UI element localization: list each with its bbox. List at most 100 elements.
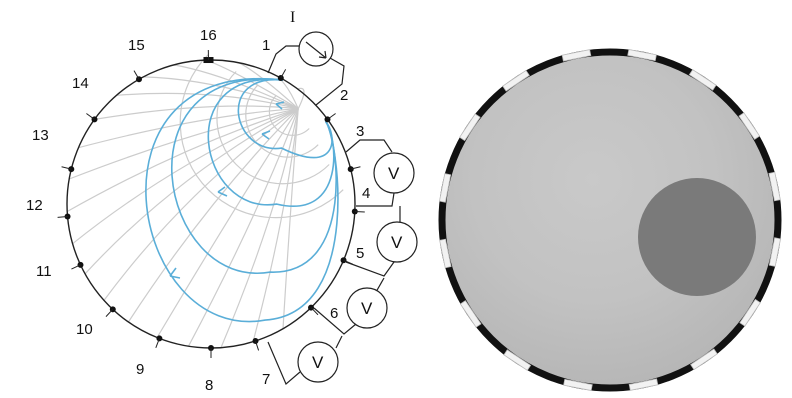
electrode-pad	[459, 300, 482, 328]
electrode-lead	[86, 113, 95, 120]
voltmeter-wire	[345, 139, 393, 153]
electrode-4: 4	[351, 185, 370, 215]
electrode-12: 12	[26, 197, 71, 220]
electrode-pad	[690, 348, 718, 371]
voltmeter-label: V	[312, 353, 324, 372]
electrode-pad	[688, 69, 717, 91]
source-wire	[315, 57, 345, 106]
electrode-pad	[439, 173, 452, 203]
electrode-lead	[61, 166, 72, 170]
electrode-label: 12	[26, 197, 43, 214]
electrode-lead	[71, 264, 81, 270]
current-source-symbol	[298, 31, 334, 67]
voltmeter-label: V	[388, 164, 400, 183]
current-line	[207, 78, 335, 207]
electrode-label: 1	[262, 37, 270, 54]
electrode-5: 5	[340, 245, 364, 265]
current-arrow	[261, 130, 271, 140]
equipotential-arc	[216, 71, 330, 185]
source-wire	[267, 45, 300, 74]
electrode-10: 10	[76, 306, 116, 338]
electrode-lead	[354, 211, 365, 213]
electrode-lead	[155, 338, 160, 348]
current-line	[145, 77, 339, 323]
electrode-lead	[255, 340, 260, 351]
electrode-pad	[563, 378, 593, 391]
equipotential-line	[78, 108, 299, 149]
equipotential-line	[143, 76, 299, 110]
equipotential-arc	[179, 54, 344, 219]
electrode-label: 6	[330, 305, 338, 322]
voltmeter-wire	[267, 341, 301, 385]
electrode-2: 2	[324, 87, 348, 123]
electrode-label: 14	[72, 75, 89, 92]
current-arrow	[217, 186, 228, 197]
electrode-7: 7	[252, 337, 270, 388]
current-arrow	[275, 101, 285, 110]
electrode-label: 13	[32, 127, 49, 144]
voltmeter-wire	[313, 307, 357, 335]
electrode-label: 3	[356, 123, 364, 140]
equipotential-line	[68, 108, 299, 180]
electrode-pad	[768, 237, 781, 267]
electrode-6: 6	[308, 304, 338, 322]
electrode-label: 2	[340, 87, 348, 104]
electrode-9: 9	[136, 335, 163, 378]
electrode-pad	[459, 113, 481, 142]
equipotential-line	[187, 108, 299, 347]
voltmeter-label: V	[361, 299, 373, 318]
electrode-8: 8	[205, 345, 214, 394]
electrode-16: 16	[200, 27, 217, 64]
electrode-1: 1	[262, 37, 287, 82]
electrode-label: 11	[36, 263, 52, 280]
current-arrow-icon	[305, 41, 327, 59]
equipotential-line	[173, 64, 299, 110]
voltmeter-wire	[356, 192, 395, 207]
voltmeter-wire	[375, 277, 385, 293]
electrode-lead	[57, 216, 68, 218]
equipotential-line	[94, 105, 299, 120]
equipotential-line	[282, 108, 299, 329]
electrode-lead	[350, 166, 361, 170]
electrode-pad	[502, 69, 530, 92]
electrode-lead	[310, 307, 319, 316]
electrode-pad	[439, 238, 452, 269]
electrode-13: 13	[32, 127, 75, 173]
equipotential-line	[103, 108, 299, 301]
current-flow-lines	[145, 77, 339, 323]
electrode-15: 15	[128, 37, 145, 83]
current-source-label: I	[290, 9, 295, 26]
electrode-label: 9	[136, 361, 144, 378]
electrode-pad	[628, 378, 659, 391]
equipotential-line	[127, 108, 299, 323]
voltmeter-4	[297, 341, 339, 383]
electrode-pad	[739, 298, 761, 327]
electrode-pads	[439, 49, 781, 391]
electrode-pad	[503, 349, 532, 371]
equipotential-line	[156, 108, 299, 338]
equipotential-line	[84, 108, 299, 275]
equipotential-lines	[66, 54, 344, 348]
voltmeter-2	[376, 221, 418, 263]
electrode-pad	[561, 49, 592, 62]
current-arrows	[169, 101, 285, 279]
electrode-label: 16	[200, 27, 217, 44]
voltmeters	[267, 139, 418, 385]
current-line	[170, 78, 337, 275]
inclusion	[638, 178, 756, 296]
electrode-label: 10	[76, 321, 93, 338]
equipotential-line	[72, 108, 299, 245]
electrode-label: 5	[356, 245, 364, 262]
voltmeter-3	[346, 287, 388, 329]
electrode-pad	[627, 49, 657, 62]
electrode-label: 4	[362, 185, 370, 202]
electrode-3: 3	[347, 123, 364, 173]
electrode-pad	[768, 171, 781, 202]
equipotential-line	[66, 108, 299, 213]
electrode-pad	[738, 112, 761, 140]
electrode-label: 7	[262, 371, 270, 388]
voltmeter-wire	[345, 261, 395, 277]
